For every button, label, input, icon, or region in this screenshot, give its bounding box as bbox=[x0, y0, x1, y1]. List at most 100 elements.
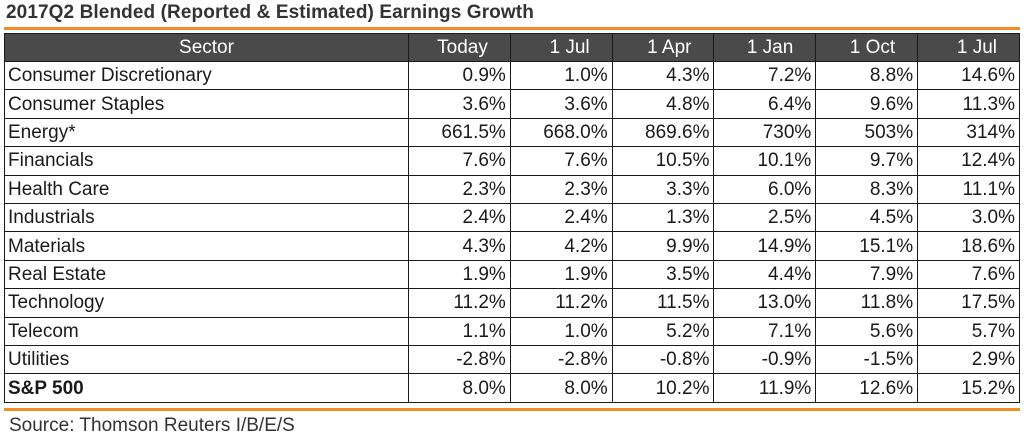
sector-name-cell: Financials bbox=[4, 146, 409, 176]
value-cell: 1.0% bbox=[509, 316, 613, 347]
value-cell: 668.0% bbox=[509, 117, 613, 148]
value-cell: 14.6% bbox=[917, 60, 1020, 91]
value-cell: 3.0% bbox=[917, 203, 1020, 233]
value-cell: 15.2% bbox=[917, 373, 1020, 403]
sector-name-cell: Utilities bbox=[4, 345, 409, 375]
value-cell: -1.5% bbox=[815, 345, 919, 375]
value-cell: 2.4% bbox=[408, 203, 511, 233]
sector-name-cell: Technology bbox=[4, 288, 409, 318]
value-cell: 1.0% bbox=[509, 60, 613, 91]
table-row: Technology 11.2% 11.2% 11.5% 13.0% 11.8% 17.5% bbox=[4, 288, 1020, 318]
value-cell: 4.3% bbox=[611, 60, 715, 91]
value-cell: 1.1% bbox=[408, 316, 511, 347]
sector-name-cell: Telecom bbox=[4, 316, 409, 347]
value-cell: 3.6% bbox=[509, 89, 613, 119]
column-header: 1 Jul bbox=[917, 33, 1020, 62]
value-cell: 11.3% bbox=[917, 89, 1020, 119]
table-row: Utilities -2.8% -2.8% -0.8% -0.9% -1.5% 2.9% bbox=[4, 345, 1020, 375]
sector-name-cell: S&P 500 bbox=[4, 373, 409, 403]
value-cell: 7.6% bbox=[408, 146, 511, 176]
value-cell: 1.9% bbox=[509, 259, 613, 290]
table-row: Materials 4.3% 4.2% 9.9% 14.9% 15.1% 18.6% bbox=[4, 231, 1020, 261]
value-cell: 12.6% bbox=[815, 373, 919, 403]
value-cell: 5.7% bbox=[917, 316, 1020, 347]
value-cell: -2.8% bbox=[509, 345, 613, 375]
value-cell: 869.6% bbox=[611, 117, 715, 148]
value-cell: 7.6% bbox=[509, 146, 613, 176]
value-cell: 7.9% bbox=[815, 259, 919, 290]
value-cell: 1.9% bbox=[408, 259, 511, 290]
table-row: Financials 7.6% 7.6% 10.5% 10.1% 9.7% 12.4% bbox=[4, 146, 1020, 176]
sector-name-cell: Real Estate bbox=[4, 259, 409, 290]
value-cell: 4.8% bbox=[611, 89, 715, 119]
value-cell: 15.1% bbox=[815, 231, 919, 261]
column-header: 1 Jul bbox=[509, 33, 613, 62]
table-row: Real Estate 1.9% 1.9% 3.5% 4.4% 7.9% 7.6% bbox=[4, 259, 1020, 290]
header-row: Sector Today 1 Jul 1 Apr 1 Jan 1 Oct 1 Jul bbox=[4, 33, 1020, 62]
value-cell: 7.6% bbox=[917, 259, 1020, 290]
value-cell: 10.5% bbox=[611, 146, 715, 176]
table-title: 2017Q2 Blended (Reported & Estimated) Ea… bbox=[6, 2, 534, 23]
value-cell: 314% bbox=[917, 117, 1020, 148]
value-cell: 6.0% bbox=[713, 174, 817, 205]
table-row: Industrials 2.4% 2.4% 1.3% 2.5% 4.5% 3.0% bbox=[4, 203, 1020, 233]
column-header: 1 Oct bbox=[815, 33, 919, 62]
value-cell: 9.9% bbox=[611, 231, 715, 261]
table-row: Health Care 2.3% 2.3% 3.3% 6.0% 8.3% 11.1% bbox=[4, 174, 1020, 205]
value-cell: 13.0% bbox=[713, 288, 817, 318]
value-cell: 3.3% bbox=[611, 174, 715, 205]
value-cell: 6.4% bbox=[713, 89, 817, 119]
sector-name-cell: Consumer Discretionary bbox=[4, 60, 409, 91]
table-row: Consumer Staples 3.6% 3.6% 4.8% 6.4% 9.6% 11.3… bbox=[4, 89, 1020, 119]
value-cell: 11.9% bbox=[713, 373, 817, 403]
value-cell: 5.6% bbox=[815, 316, 919, 347]
value-cell: 3.5% bbox=[611, 259, 715, 290]
table-row: Consumer Discretionary 0.9% 1.0% 4.3% 7.2% 8.… bbox=[4, 60, 1020, 91]
value-cell: 8.0% bbox=[509, 373, 613, 403]
table-row: Telecom 1.1% 1.0% 5.2% 7.1% 5.6% 5.7% bbox=[4, 316, 1020, 347]
sector-name-cell: Energy* bbox=[4, 117, 409, 148]
column-header: 1 Jan bbox=[713, 33, 817, 62]
value-cell: -0.8% bbox=[611, 345, 715, 375]
value-cell: 11.5% bbox=[611, 288, 715, 318]
value-cell: 2.3% bbox=[408, 174, 511, 205]
value-cell: 7.2% bbox=[713, 60, 817, 91]
value-cell: 11.2% bbox=[509, 288, 613, 318]
column-header: Today bbox=[408, 33, 511, 62]
value-cell: -2.8% bbox=[408, 345, 511, 375]
top-accent-rule bbox=[4, 27, 1020, 30]
value-cell: 14.9% bbox=[713, 231, 817, 261]
column-header: 1 Apr bbox=[611, 33, 715, 62]
value-cell: 18.6% bbox=[917, 231, 1020, 261]
value-cell: 0.9% bbox=[408, 60, 511, 91]
value-cell: 11.8% bbox=[815, 288, 919, 318]
value-cell: 4.5% bbox=[815, 203, 919, 233]
value-cell: 661.5% bbox=[408, 117, 511, 148]
value-cell: 9.7% bbox=[815, 146, 919, 176]
sector-name-cell: Health Care bbox=[4, 174, 409, 205]
value-cell: 5.2% bbox=[611, 316, 715, 347]
value-cell: 7.1% bbox=[713, 316, 817, 347]
value-cell: 3.6% bbox=[408, 89, 511, 119]
earnings-growth-table: Sector Today 1 Jul 1 Apr 1 Jan 1 Oct 1 Jul Con… bbox=[4, 33, 1020, 403]
value-cell: 8.0% bbox=[408, 373, 511, 403]
bottom-accent-rule bbox=[4, 408, 1020, 411]
value-cell: -0.9% bbox=[713, 345, 817, 375]
sector-name-cell: Industrials bbox=[4, 203, 409, 233]
value-cell: 2.3% bbox=[509, 174, 613, 205]
value-cell: 4.3% bbox=[408, 231, 511, 261]
value-cell: 11.2% bbox=[408, 288, 511, 318]
value-cell: 503% bbox=[815, 117, 919, 148]
value-cell: 2.5% bbox=[713, 203, 817, 233]
value-cell: 12.4% bbox=[917, 146, 1020, 176]
value-cell: 1.3% bbox=[611, 203, 715, 233]
sector-name-cell: Consumer Staples bbox=[4, 89, 409, 119]
value-cell: 730% bbox=[713, 117, 817, 148]
source-note: Source: Thomson Reuters I/B/E/S bbox=[9, 415, 295, 436]
table-row: Energy* 661.5% 668.0% 869.6% 730% 503% 314% bbox=[4, 117, 1020, 148]
sector-name-cell: Materials bbox=[4, 231, 409, 261]
value-cell: 4.4% bbox=[713, 259, 817, 290]
value-cell: 2.9% bbox=[917, 345, 1020, 375]
value-cell: 8.8% bbox=[815, 60, 919, 91]
value-cell: 4.2% bbox=[509, 231, 613, 261]
